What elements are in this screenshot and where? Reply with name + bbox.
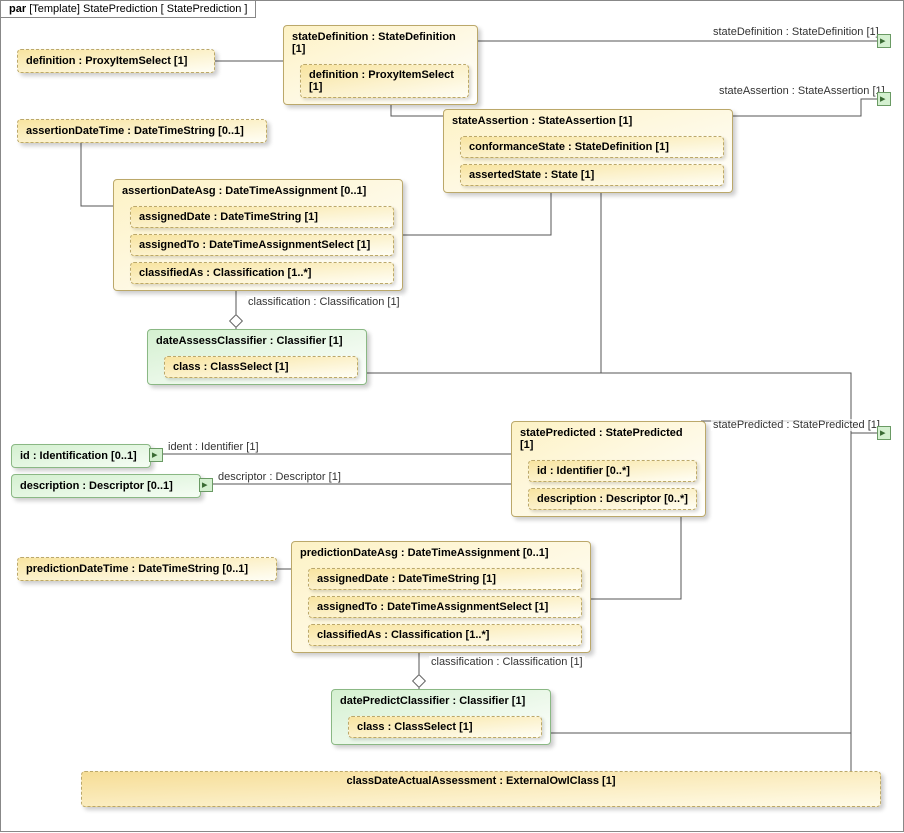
prediction-classified-as[interactable]: classifiedAs : Classification [1..*] (308, 624, 582, 646)
gen-arrow-1 (229, 314, 243, 328)
descriptor-label: descriptor : Descriptor [1] (216, 471, 343, 483)
prediction-assigned-to[interactable]: assignedTo : DateTimeAssignmentSelect [1… (308, 596, 582, 618)
state-predicted-description[interactable]: description : Descriptor [0..*] (528, 488, 697, 510)
prediction-assigned-date[interactable]: assignedDate : DateTimeString [1] (308, 568, 582, 590)
date-predict-classifier-title: datePredictClassifier : Classifier [1] (332, 690, 550, 712)
state-assertion-title: stateAssertion : StateAssertion [1] (444, 110, 732, 132)
id-port[interactable] (149, 448, 163, 462)
state-predicted-id[interactable]: id : Identifier [0..*] (528, 460, 697, 482)
header-kind: par (9, 3, 26, 15)
description-box[interactable]: description : Descriptor [0..1] (11, 474, 201, 498)
header-template: [Template] StatePrediction (29, 3, 157, 15)
ident-label: ident : Identifier [1] (166, 441, 261, 453)
state-definition-definition[interactable]: definition : ProxyItemSelect [1] (300, 64, 469, 98)
assertion-classified-as[interactable]: classifiedAs : Classification [1..*] (130, 262, 394, 284)
diagram-canvas: par [Template] StatePrediction [ StatePr… (0, 0, 904, 832)
date-predict-class[interactable]: class : ClassSelect [1] (348, 716, 542, 738)
gen-arrow-2 (412, 674, 426, 688)
assertion-assigned-date[interactable]: assignedDate : DateTimeString [1] (130, 206, 394, 228)
port-label-statepredicted: statePredicted : StatePredicted [1] (711, 419, 882, 431)
port-label-stateassertion: stateAssertion : StateAssertion [1] (717, 85, 887, 97)
state-definition-title: stateDefinition : StateDefinition [1] (284, 26, 477, 60)
port-statepredicted[interactable] (877, 426, 891, 440)
assertion-date-asg-box[interactable]: assertionDateAsg : DateTimeAssignment [0… (113, 179, 403, 291)
diagram-header: par [Template] StatePrediction [ StatePr… (1, 1, 256, 18)
header-bracket: [ StatePrediction ] (161, 3, 248, 15)
state-predicted-box[interactable]: statePredicted : StatePredicted [1] id :… (511, 421, 706, 517)
date-assess-classifier-box[interactable]: dateAssessClassifier : Classifier [1] cl… (147, 329, 367, 385)
prediction-datetime-box[interactable]: predictionDateTime : DateTimeString [0..… (17, 557, 277, 581)
description-port[interactable] (199, 478, 213, 492)
date-predict-classifier-box[interactable]: datePredictClassifier : Classifier [1] c… (331, 689, 551, 745)
assertion-assigned-to[interactable]: assignedTo : DateTimeAssignmentSelect [1… (130, 234, 394, 256)
date-assess-classifier-title: dateAssessClassifier : Classifier [1] (148, 330, 366, 352)
id-box[interactable]: id : Identification [0..1] (11, 444, 151, 468)
classification-label-2: classification : Classification [1] (429, 656, 585, 668)
assertion-date-asg-title: assertionDateAsg : DateTimeAssignment [0… (114, 180, 402, 202)
date-assess-class[interactable]: class : ClassSelect [1] (164, 356, 358, 378)
port-stateassertion[interactable] (877, 92, 891, 106)
definition-box[interactable]: definition : ProxyItemSelect [1] (17, 49, 215, 73)
conformance-state[interactable]: conformanceState : StateDefinition [1] (460, 136, 724, 158)
classification-label-1: classification : Classification [1] (246, 296, 402, 308)
prediction-date-asg-box[interactable]: predictionDateAsg : DateTimeAssignment [… (291, 541, 591, 653)
assertion-datetime-box[interactable]: assertionDateTime : DateTimeString [0..1… (17, 119, 267, 143)
prediction-date-asg-title: predictionDateAsg : DateTimeAssignment [… (292, 542, 590, 564)
state-definition-box[interactable]: stateDefinition : StateDefinition [1] de… (283, 25, 478, 105)
state-predicted-title: statePredicted : StatePredicted [1] (512, 422, 705, 456)
port-label-statedefinition: stateDefinition : StateDefinition [1] (711, 26, 881, 38)
asserted-state[interactable]: assertedState : State [1] (460, 164, 724, 186)
state-assertion-box[interactable]: stateAssertion : StateAssertion [1] conf… (443, 109, 733, 193)
class-date-actual-box[interactable]: classDateActualAssessment : ExternalOwlC… (81, 771, 881, 807)
port-statedefinition[interactable] (877, 34, 891, 48)
